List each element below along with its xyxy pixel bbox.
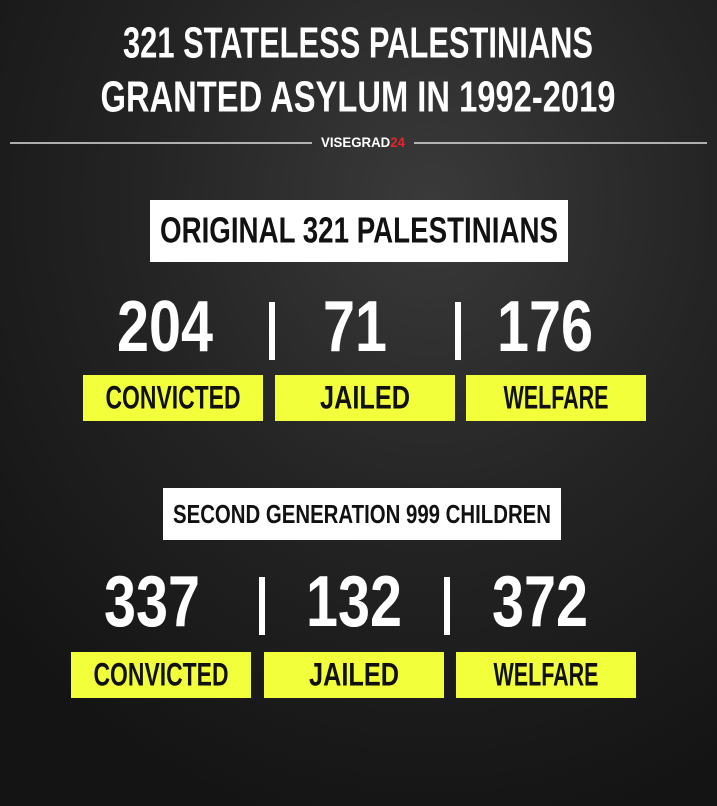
label-box xyxy=(264,652,444,698)
label-box xyxy=(83,375,263,421)
stat-number: 132 xyxy=(306,562,402,642)
stat-number: 71 xyxy=(323,287,387,367)
label-box xyxy=(466,375,646,421)
stat-label: CONVICTED xyxy=(94,656,229,692)
stat-number: 372 xyxy=(492,562,588,642)
stat-label: JAILED xyxy=(320,379,410,415)
label-box xyxy=(456,652,636,698)
label-box xyxy=(71,652,251,698)
label-box xyxy=(275,375,455,421)
section-heading: SECOND GENERATION 999 CHILDREN xyxy=(173,499,551,529)
separator xyxy=(455,302,461,360)
stat-number: 337 xyxy=(104,562,200,642)
heading-box xyxy=(163,488,561,540)
stat-label: CONVICTED xyxy=(106,379,241,415)
content: ORIGINAL 321 PALESTINIANS 204 CONVICTED 71 J… xyxy=(71,200,646,698)
brand: VISEGRAD24 xyxy=(321,134,405,150)
title-line: GRANTED ASYLUM IN 1992-2019 xyxy=(101,73,616,122)
stat-number: 176 xyxy=(497,287,593,367)
title-line: 321 STATELESS PALESTINIANS xyxy=(123,19,593,68)
heading-box xyxy=(150,200,568,262)
separator xyxy=(269,302,275,360)
stat-label: WELFARE xyxy=(494,656,599,692)
separator xyxy=(444,577,450,635)
brand-number: 24 xyxy=(390,134,405,150)
brand-name: VISEGRAD xyxy=(321,134,390,150)
stat-label: WELFARE xyxy=(504,379,609,415)
stat-number: 204 xyxy=(117,287,213,367)
section-heading: ORIGINAL 321 PALESTINIANS xyxy=(160,210,558,251)
stat-label: JAILED xyxy=(309,656,399,692)
separator xyxy=(259,577,265,635)
